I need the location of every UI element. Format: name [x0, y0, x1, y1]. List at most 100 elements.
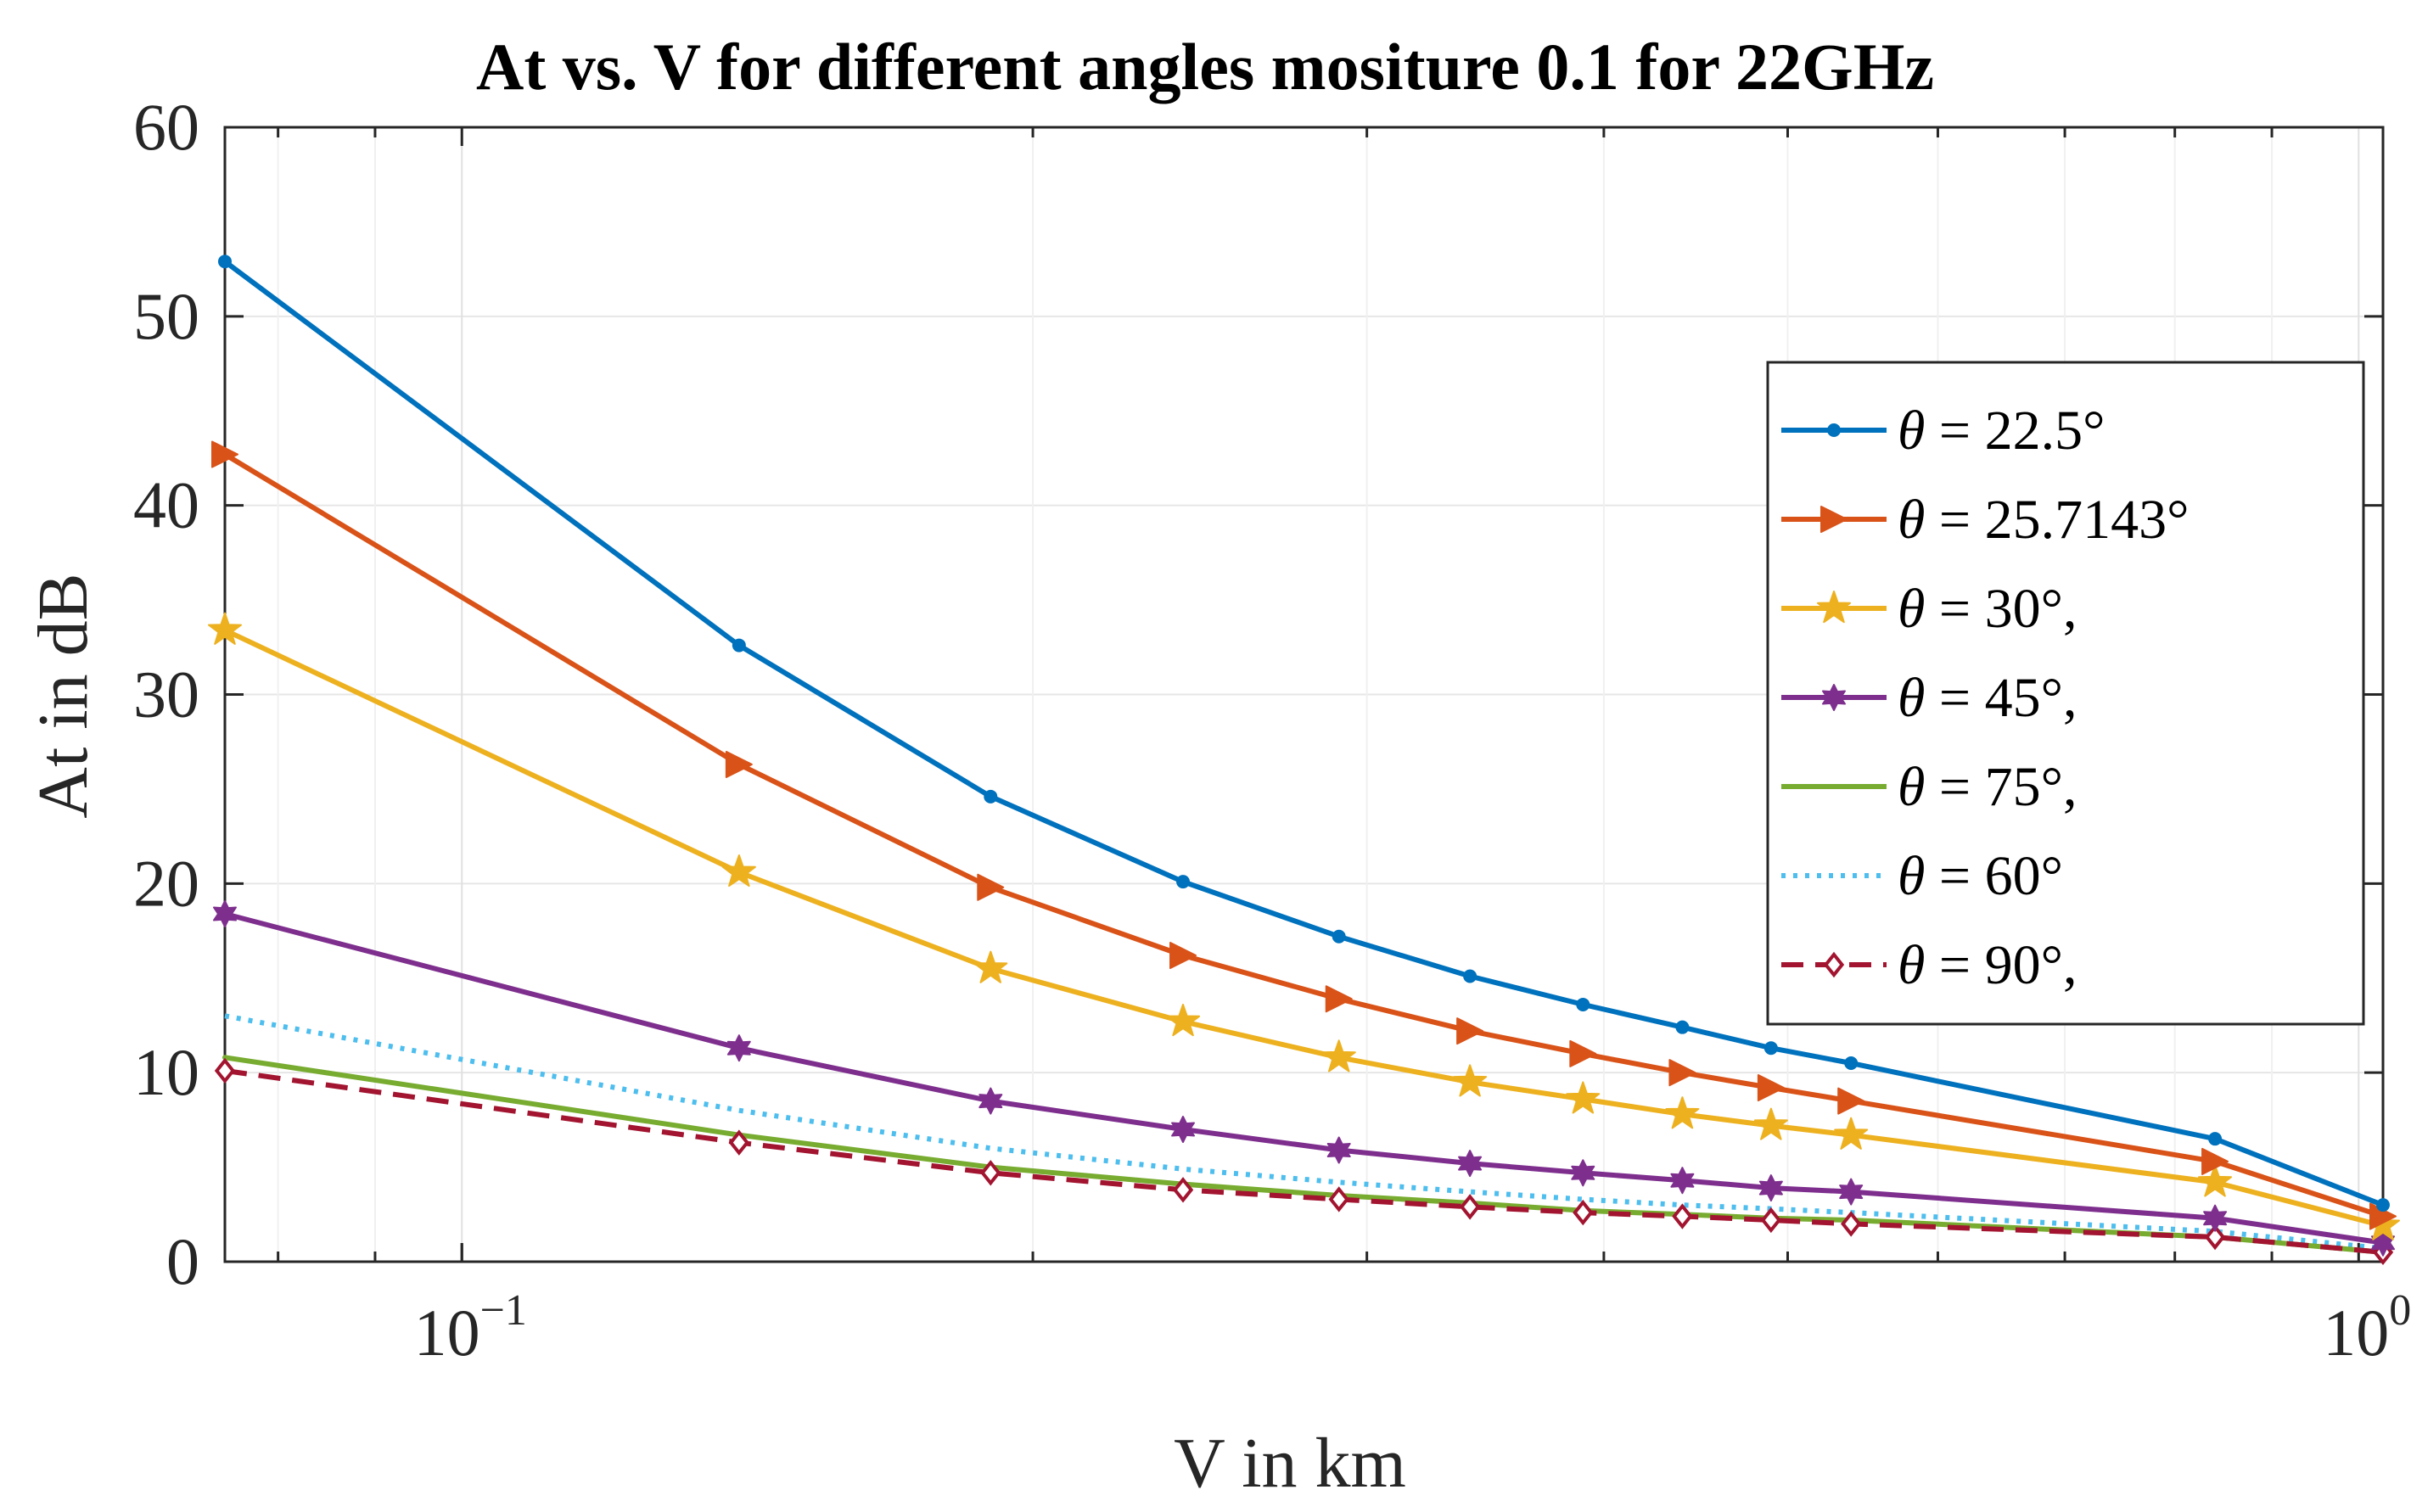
series-line-0	[222, 259, 2386, 1208]
series-6-point	[980, 1160, 1001, 1186]
series-1-point	[1456, 1017, 1484, 1045]
x-tick-label: 10−1	[414, 1286, 527, 1369]
legend-entry-5: θ = 60°	[1781, 845, 2063, 907]
legend-entry-6: θ = 90°,	[1781, 934, 2077, 996]
series-3-point	[1670, 1167, 1695, 1195]
legend-label: θ = 25.7143°	[1898, 489, 2190, 551]
series-6-point	[1573, 1199, 1594, 1226]
series-group-0	[218, 255, 2390, 1212]
y-tick-label: 50	[133, 279, 199, 353]
series-6-point	[728, 1129, 750, 1156]
series-2-point	[973, 950, 1008, 983]
y-tick-label: 40	[133, 468, 199, 542]
series-0-point	[984, 789, 998, 804]
legend-label: θ = 60°	[1898, 845, 2063, 907]
y-tick-label: 30	[133, 658, 199, 731]
series-1-point	[977, 873, 1005, 901]
tick-layer: 0 10 20 30 40 50 60 10−1 100	[133, 90, 2411, 1369]
series-1-point	[211, 440, 238, 468]
series-0-point	[1763, 1041, 1778, 1056]
legend-entry-0: θ = 22.5°	[1781, 400, 2105, 462]
legend-swatch-marker	[1822, 684, 1846, 711]
series-1-point	[725, 750, 753, 778]
series-3-point	[1571, 1159, 1595, 1187]
series-0-point	[1675, 1020, 1690, 1034]
series-2-point	[721, 854, 756, 888]
series-6-point	[2204, 1224, 2226, 1251]
series-0-point	[218, 255, 232, 269]
legend-label: θ = 75°,	[1898, 756, 2077, 818]
legend-box	[1766, 361, 2365, 1026]
series-0-point	[1463, 969, 1477, 983]
series-group-1	[211, 440, 2397, 1230]
series-2-point	[1166, 1004, 1201, 1037]
legend-label: θ = 45°,	[1898, 667, 2077, 729]
legend-entry-1: θ = 25.7143°	[1781, 489, 2190, 551]
series-6-point	[214, 1057, 236, 1084]
series-3-point	[726, 1034, 751, 1062]
y-axis-label: At in dB	[24, 573, 103, 818]
series-3-point	[1458, 1150, 1483, 1178]
series-6-point	[1841, 1211, 1862, 1237]
series-0-point	[2208, 1132, 2223, 1146]
series-0-point	[732, 638, 746, 652]
series-1-point	[1668, 1059, 1696, 1087]
series-0-point	[1844, 1056, 1859, 1071]
series-line-3	[222, 911, 2386, 1246]
y-tick-label: 60	[133, 90, 199, 164]
legend-entry-4: θ = 75°,	[1781, 756, 2077, 818]
series-group-4	[222, 1055, 2386, 1255]
series-2-point	[2198, 1164, 2233, 1197]
series-group-6	[214, 1057, 2394, 1266]
legend-label: θ = 22.5°	[1898, 400, 2105, 462]
series-3-point	[1171, 1116, 1195, 1143]
x-axis-label: V in km	[1174, 1424, 1406, 1503]
series-6-point	[1672, 1203, 1693, 1229]
legend-entry-3: θ = 45°,	[1781, 667, 2077, 729]
series-3-point	[2371, 1229, 2395, 1257]
legend-swatch-marker	[1820, 506, 1847, 533]
legend: θ = 22.5° θ = 25.7143° θ = 30°, θ = 45°, θ =…	[1766, 361, 2365, 1026]
legend-label: θ = 90°,	[1898, 934, 2077, 996]
series-2-point	[1566, 1081, 1601, 1114]
series-2-point	[1453, 1064, 1488, 1097]
series-0-point	[1576, 997, 1590, 1011]
series-group-3	[213, 900, 2395, 1257]
y-tick-label: 20	[133, 846, 199, 920]
series-3-point	[213, 900, 237, 927]
legend-swatch-marker	[1823, 951, 1845, 978]
y-tick-label: 10	[133, 1035, 199, 1109]
series-0-point	[1176, 875, 1191, 889]
series-3-point	[1839, 1178, 1864, 1206]
series-line-1	[222, 451, 2386, 1219]
series-3-point	[1758, 1174, 1783, 1202]
series-1-point	[1169, 942, 1197, 970]
series-6-point	[1760, 1207, 1782, 1234]
series-1-point	[1325, 985, 1353, 1013]
x-tick-label: 100	[2323, 1286, 2411, 1369]
series-line-4	[222, 1055, 2386, 1255]
series-3-point	[978, 1087, 1003, 1115]
legend-swatch-marker	[1827, 423, 1841, 437]
series-2-point	[1834, 1117, 1869, 1150]
series-group-2	[208, 612, 2400, 1240]
legend-swatch-marker	[1817, 591, 1851, 624]
series-2-point	[1753, 1107, 1788, 1140]
series-0-point	[2376, 1198, 2390, 1212]
series-1-point	[1837, 1087, 1865, 1115]
series-line-6	[224, 1067, 2384, 1255]
series-1-point	[1569, 1039, 1597, 1067]
legend-entry-2: θ = 30°,	[1781, 578, 2077, 640]
series-0-point	[1332, 929, 1346, 944]
series-1-point	[1757, 1073, 1785, 1101]
series-2-point	[208, 612, 242, 645]
series-3-point	[1326, 1136, 1351, 1164]
series-group-5	[224, 1013, 2384, 1252]
series-6-point	[1328, 1186, 1349, 1212]
series-2-point	[1321, 1039, 1356, 1072]
series-2-point	[1665, 1096, 1700, 1129]
series-layer	[208, 255, 2400, 1266]
legend-label: θ = 30°,	[1898, 578, 2077, 640]
